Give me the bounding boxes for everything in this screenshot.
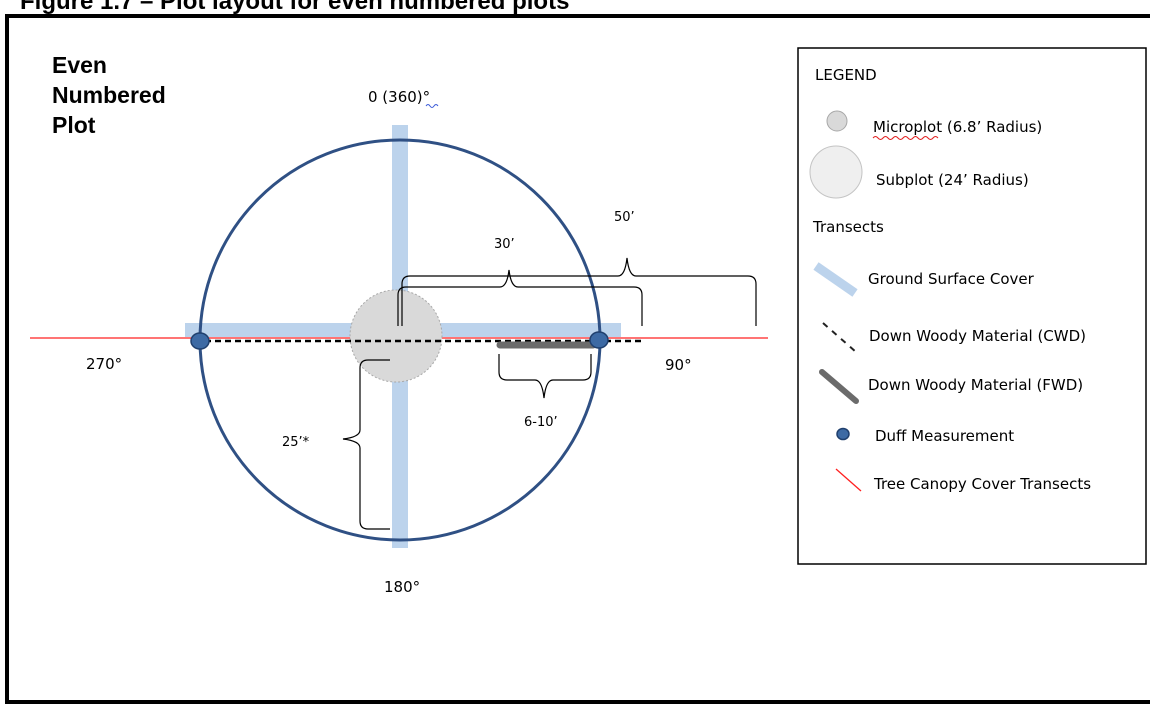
figure-caption: Figure 1.7 – Plot layout for even number… [20,0,570,15]
legend-microplot-squiggle [872,136,939,140]
legend-duff-label: Duff Measurement [875,427,1014,445]
microplot-circle [349,289,443,383]
legend-duff-swatch [836,427,850,441]
duff-point-east [589,331,609,349]
legend-box [797,47,1147,565]
plot-label-line-3: Plot [52,112,96,138]
plot-label: Even Numbered Plot [52,50,166,140]
plot-label-line-1: Even [52,52,107,78]
legend-subplot-swatch [809,145,863,199]
legend-ground-cover-swatch [813,262,858,297]
brace-6-10ft [498,354,592,399]
distance-25-label: 25’* [282,435,310,450]
legend-microplot-label: Microplot (6.8’ Radius) [873,118,1042,136]
plot-diagram: 0 (360)° 90° 180° 270° 30’ 50’ 6-10’ 25’… [30,47,1147,596]
brace-50ft [401,257,757,326]
distance-50-label: 50’ [614,210,635,225]
legend-microplot-swatch [826,110,848,132]
duff-point-west [190,332,210,350]
north-label-underline [425,104,439,108]
legend-canopy-swatch [835,468,862,492]
legend-subplot-label: Subplot (24’ Radius) [876,171,1029,189]
distance-6-10-label: 6-10’ [524,415,558,430]
legend-ground-cover-label: Ground Surface Cover [868,270,1035,288]
legend-cwd-swatch [822,322,857,353]
legend-canopy-label: Tree Canopy Cover Transects [873,475,1091,493]
brace-25ft [342,359,390,530]
legend-fwd-swatch [819,369,859,404]
legend-fwd-label: Down Woody Material (FWD) [868,376,1083,394]
legend-cwd-label: Down Woody Material (CWD) [869,327,1086,345]
azimuth-west-label: 270° [86,355,122,373]
azimuth-north-label: 0 (360)° [368,88,430,106]
plot-label-line-2: Numbered [52,82,166,108]
legend-title: LEGEND [815,66,877,84]
legend-transects-heading: Transects [812,218,884,236]
azimuth-east-label: 90° [665,356,692,374]
distance-30-label: 30’ [494,237,515,252]
azimuth-south-label: 180° [384,578,420,596]
